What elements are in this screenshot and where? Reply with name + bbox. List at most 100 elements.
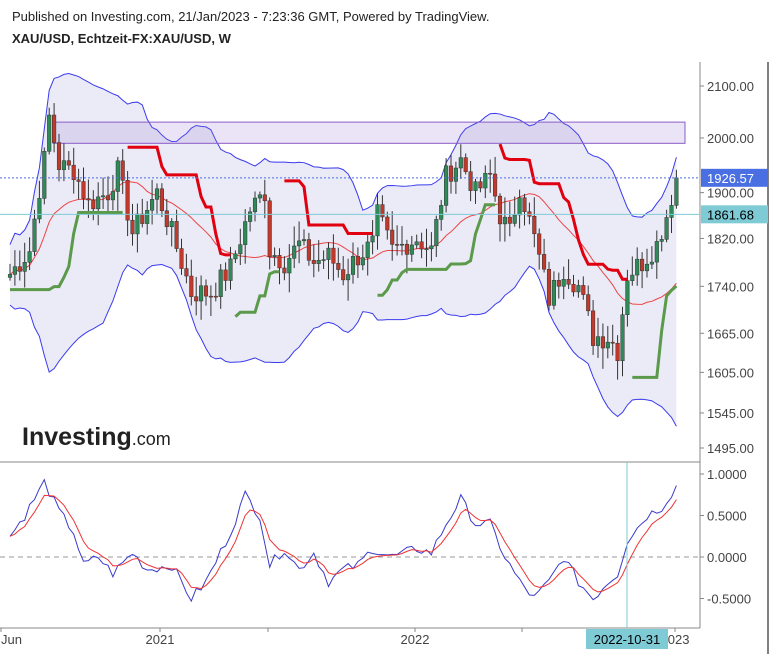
candle-body (561, 279, 566, 287)
candle-body (297, 240, 302, 247)
candle-body (262, 194, 267, 202)
candle-body (439, 205, 444, 220)
candle-body (610, 341, 615, 344)
candle-body (287, 257, 292, 274)
candle-body (586, 294, 591, 312)
candle-body (159, 188, 164, 212)
candle-body (199, 285, 204, 302)
candle-body (591, 310, 596, 346)
candle-body (635, 258, 640, 276)
candle-body (76, 179, 81, 182)
candle-body (311, 260, 316, 264)
oscillator-line (9, 478, 677, 603)
candle-body (272, 255, 277, 258)
candle-body (301, 239, 307, 242)
candle-body (47, 114, 52, 152)
candle-body (81, 181, 86, 199)
bollinger-fill (10, 73, 677, 427)
candle-body (223, 269, 228, 281)
candle-body (463, 157, 468, 172)
candle-body (424, 248, 429, 251)
candle-body (208, 295, 213, 298)
candle-body (414, 241, 419, 246)
candle-body (27, 251, 32, 263)
x-tick-label: Jun (1, 632, 22, 647)
candle-body (649, 261, 654, 265)
supertrend-up-line (10, 211, 123, 292)
candle-body (399, 243, 405, 246)
candle-body (546, 269, 552, 306)
y-tick-label: 1545.00 (707, 406, 754, 421)
candle-body (154, 188, 160, 200)
candle-body (581, 285, 586, 295)
supertrend-down-line (498, 143, 628, 281)
signal-line (9, 494, 677, 593)
candle-body (115, 160, 120, 192)
candle-body (61, 160, 66, 170)
candle-body (493, 173, 498, 197)
candle-body (135, 213, 140, 235)
supertrend-up-line (234, 270, 280, 318)
candle-body (238, 244, 243, 255)
candle-body (370, 235, 375, 243)
candle-body (120, 160, 125, 181)
candle-body (434, 219, 439, 247)
candle-body (473, 181, 478, 191)
y-tick-label: 2000.00 (707, 131, 754, 146)
candle-body (213, 295, 218, 298)
candle-body (267, 200, 272, 258)
candle-body (7, 274, 13, 278)
candle-body (419, 241, 424, 250)
candle-body (448, 165, 454, 182)
y-tick-label: 1740.00 (707, 279, 754, 294)
candle-body (189, 275, 194, 297)
candle-body (375, 204, 380, 237)
candle-body (458, 157, 463, 169)
candle-body (605, 341, 610, 349)
x-tick-label: 2021 (146, 632, 175, 647)
candle-body (674, 177, 679, 206)
candle-body (341, 269, 346, 281)
candle-body (228, 258, 233, 281)
y-tick-label: 1605.00 (707, 365, 754, 380)
candle-body (502, 216, 507, 225)
osc-y-tick-label: 0.0000 (707, 550, 747, 565)
resistance-zone (52, 121, 686, 144)
candle-body (37, 198, 42, 220)
candle-body (145, 210, 150, 224)
candle-body (595, 336, 601, 346)
y-tick-label: 1820.00 (707, 231, 754, 246)
candle-body (174, 221, 179, 249)
candle-body (243, 221, 248, 245)
candle-body (630, 274, 635, 281)
candle-body (252, 197, 258, 213)
candle-body (453, 167, 458, 182)
last-price-label: 1926.57 (707, 171, 754, 186)
candle-body (615, 342, 620, 362)
candle-body (444, 165, 449, 206)
last-price-badge (701, 168, 768, 187)
candle-body (306, 239, 311, 261)
candle-body (380, 204, 385, 218)
candle-body (282, 267, 287, 274)
candle-body (321, 259, 326, 261)
symbol-title: XAU/USD, Echtzeit-FX:XAU/USD, W (12, 31, 231, 46)
price-pane (0, 62, 700, 462)
candle-body (659, 239, 664, 242)
candle-body (331, 247, 336, 264)
candle-body (571, 284, 576, 293)
supertrend-up-line (377, 203, 496, 297)
y-tick-label: 1665.00 (707, 326, 754, 341)
crosshair-date-label: 2022-10-31 (594, 632, 661, 647)
bollinger-basis (9, 180, 677, 305)
candle-body (385, 216, 390, 231)
candle-body (179, 248, 184, 269)
candle-body (17, 266, 22, 272)
y-tick-label: 1495.00 (707, 441, 754, 456)
y-tick-label: 2100.00 (707, 79, 754, 94)
candle-body (355, 256, 360, 266)
level-badge (701, 205, 768, 224)
candle-body (409, 244, 414, 255)
candle-body (12, 266, 17, 275)
